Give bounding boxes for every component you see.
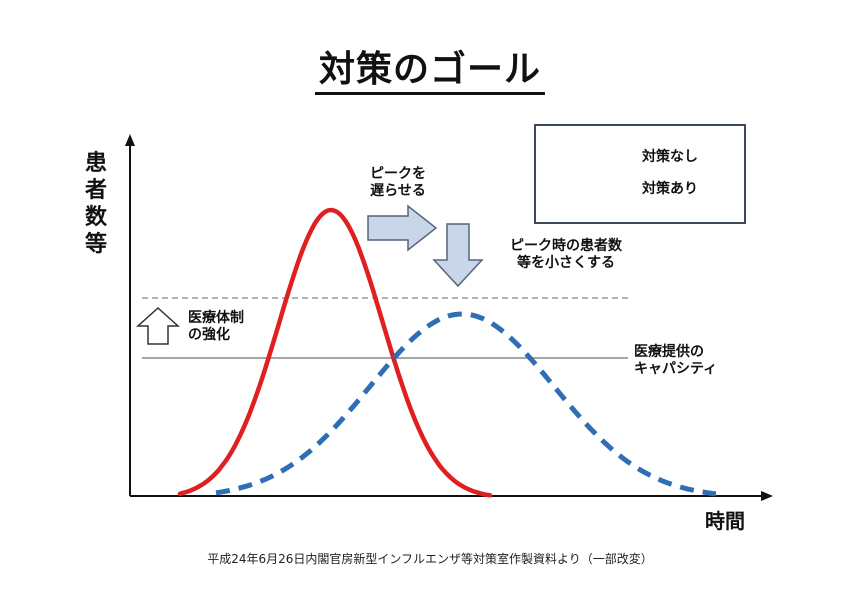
y-axis-arrowhead-icon [125,134,135,146]
delay-peak-arrow-icon [367,204,438,252]
page-title: 対策のゴール [0,40,860,95]
legend-label-with-measures: 対策あり [642,181,698,197]
strengthen-capacity-arrow-icon [136,306,180,345]
legend-label-no-measures: 対策なし [642,149,698,165]
reduce-peak-label-line2: 等を小さくする [517,255,615,271]
capacity-label-line2: キャパシティ [634,361,718,377]
delay-peak-label: ピークを 遅らせる [366,166,430,200]
title-text: 対策のゴール [314,49,545,95]
capacity-label: 医療提供の キャパシティ [634,344,717,378]
reduce-peak-arrow-icon [432,223,484,288]
strengthen-capacity-label: 医療体制 の強化 [188,310,244,344]
strengthen-capacity-label-line1: 医療体制 [188,310,244,326]
x-axis-arrowhead-icon [761,491,773,501]
x-axis-label: 時間 [705,509,745,533]
source-note: 平成24年6月26日内閣官房新型インフルエンザ等対策室作製資料より（一部改変） [207,552,653,566]
legend [534,124,746,224]
delay-peak-label-line2: 遅らせる [370,183,426,199]
strengthen-capacity-label-line2: の強化 [188,327,230,343]
y-axis-label: 患者数等 [84,151,107,257]
curve-no-measures [177,207,493,498]
curve-with-measures [215,311,717,497]
capacity-label-line1: 医療提供の [634,344,704,360]
delay-peak-label-line1: ピークを [370,166,426,182]
reduce-peak-label: ピーク時の患者数 等を小さくする [496,238,636,272]
reduce-peak-label-line1: ピーク時の患者数 [510,238,622,254]
